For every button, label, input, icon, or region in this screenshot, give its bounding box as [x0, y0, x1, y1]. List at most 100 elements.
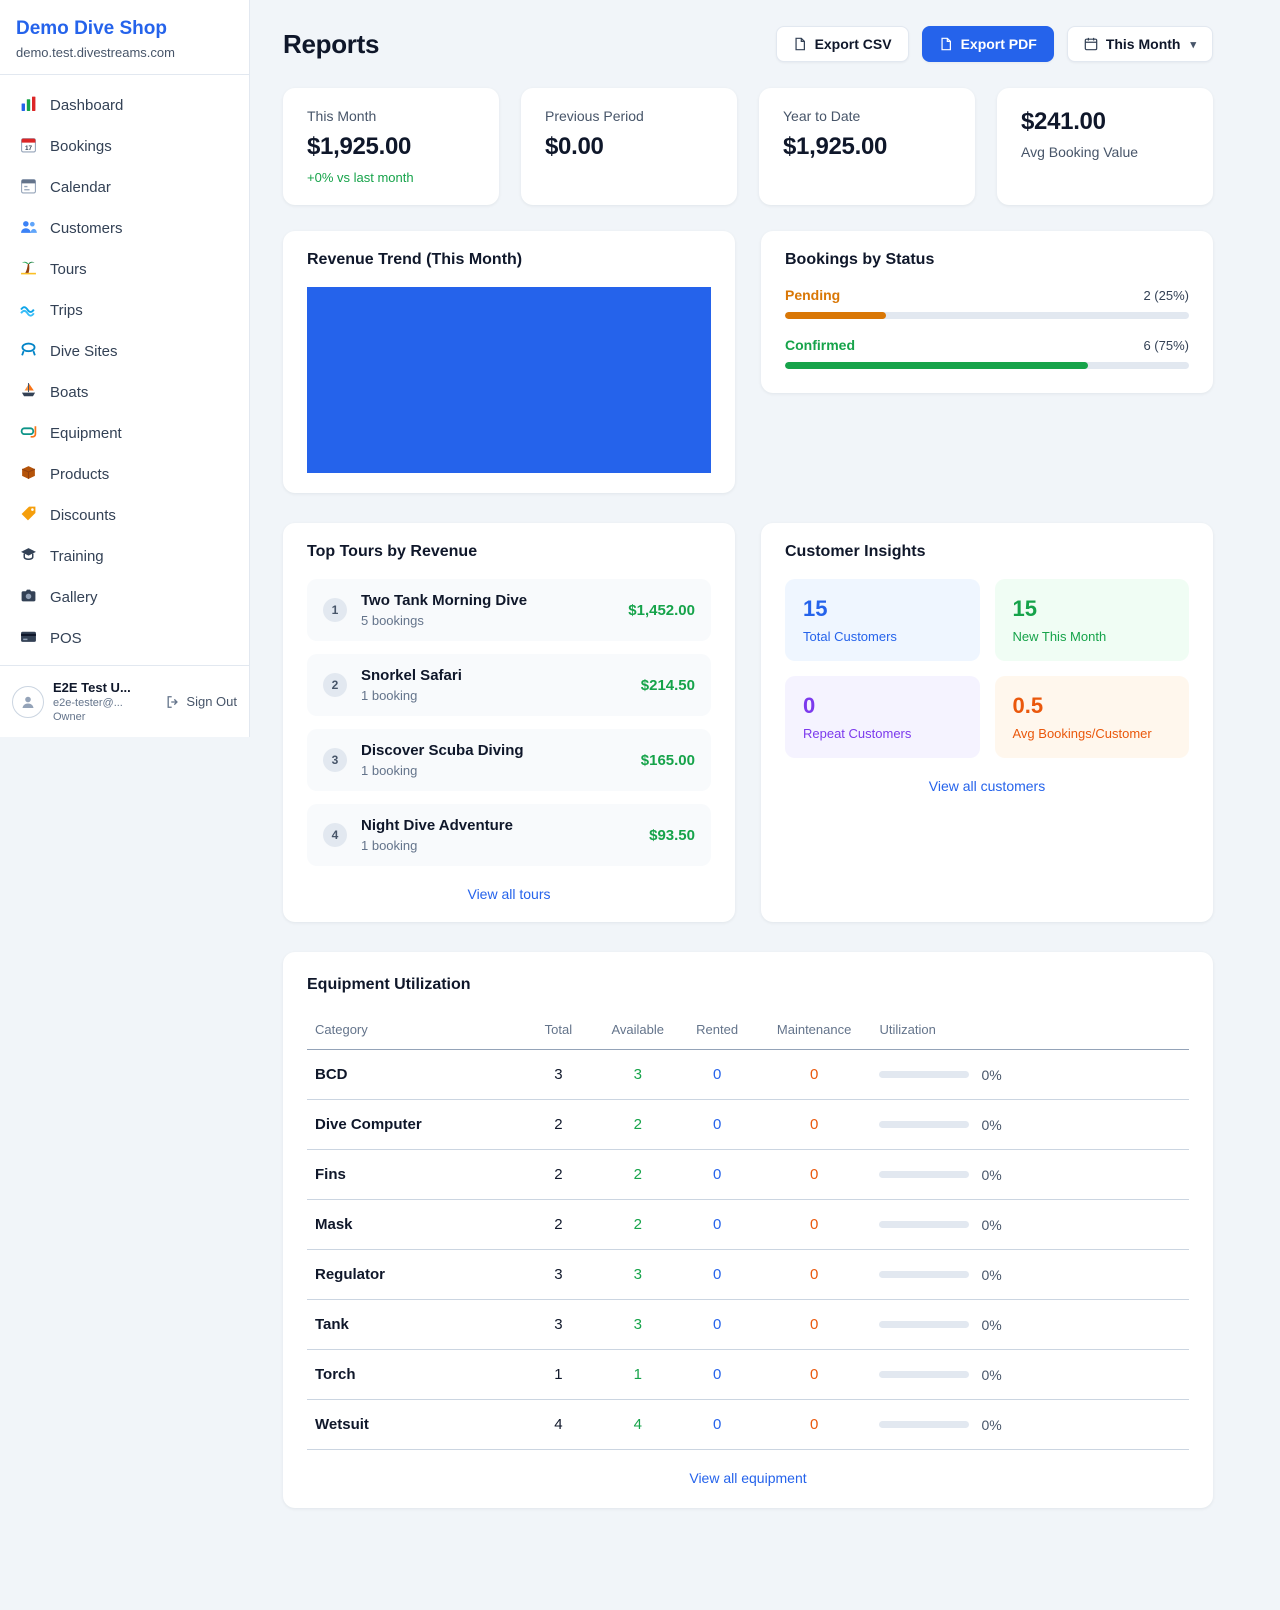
utilization-text: 0% — [981, 1116, 1002, 1133]
col-utilization: Utilization — [871, 1012, 1189, 1050]
page-title: Reports — [283, 28, 380, 59]
page-header: Reports Export CSV Export PDF This Month… — [283, 26, 1213, 62]
cell-maintenance: 0 — [756, 1099, 872, 1150]
sidebar-item-bookings[interactable]: 17 Bookings — [8, 126, 241, 167]
revenue-bar — [307, 287, 711, 473]
stat-label: This Month — [307, 108, 377, 124]
sidebar-item-tours[interactable]: Tours — [8, 249, 241, 290]
customer-insights-title: Customer Insights — [785, 543, 926, 560]
discounts-icon — [20, 505, 37, 526]
period-selector-label: This Month — [1105, 36, 1181, 52]
cell-maintenance: 0 — [756, 1149, 872, 1200]
cell-utilization: 0% — [871, 1199, 1189, 1250]
cell-utilization: 0% — [871, 1149, 1189, 1200]
cell-available: 1 — [598, 1349, 678, 1400]
insight-value: 15 — [1012, 596, 1037, 621]
cell-maintenance: 0 — [756, 1349, 872, 1400]
pos-icon — [20, 628, 37, 649]
view-all-customers-link[interactable]: View all customers — [928, 778, 1046, 794]
view-all-equipment-link[interactable]: View all equipment — [689, 1470, 807, 1486]
utilization-text: 0% — [981, 1066, 1002, 1083]
sidebar-item-products[interactable]: Products — [8, 454, 241, 495]
sidebar-item-trips[interactable]: Trips — [8, 290, 241, 331]
cell-available: 4 — [598, 1399, 678, 1450]
sidebar-item-label: Boats — [50, 384, 89, 401]
tour-bookings: 1 booking — [361, 688, 418, 703]
cell-category: BCD — [307, 1049, 519, 1100]
utilization-track — [879, 1071, 970, 1078]
sidebar-item-label: Trips — [50, 302, 83, 319]
period-selector[interactable]: This Month ▾ — [1066, 26, 1213, 62]
cell-total: 3 — [518, 1249, 599, 1300]
table-row: Torch 1 1 0 0 0% — [307, 1349, 1189, 1400]
revenue-trend-card: Revenue Trend (This Month) — [283, 231, 735, 493]
calendar-icon — [20, 177, 37, 198]
sidebar: Demo Dive Shop demo.test.divestreams.com… — [0, 0, 250, 737]
cell-maintenance: 0 — [756, 1299, 872, 1350]
table-row: Dive Computer 2 2 0 0 0% — [307, 1099, 1189, 1150]
cell-available: 3 — [598, 1049, 678, 1100]
equipment-utilization-title: Equipment Utilization — [307, 976, 471, 993]
sidebar-item-training[interactable]: Training — [8, 536, 241, 577]
rank-badge: 2 — [323, 673, 347, 697]
top-tours-card: Top Tours by Revenue 1 Two Tank Morning … — [283, 523, 735, 922]
sidebar-item-calendar[interactable]: Calendar — [8, 167, 241, 208]
insight-total-customers: 15 Total Customers — [785, 579, 980, 661]
sidebar-item-customers[interactable]: Customers — [8, 208, 241, 249]
sign-out-button[interactable]: Sign Out — [166, 694, 237, 709]
sidebar-item-dashboard[interactable]: Dashboard — [8, 85, 241, 126]
utilization-text: 0% — [981, 1266, 1002, 1283]
sidebar-item-boats[interactable]: Boats — [8, 372, 241, 413]
insight-new-this-month: 15 New This Month — [994, 579, 1189, 661]
bookings-by-status-title: Bookings by Status — [785, 251, 935, 268]
tour-item: 1 Two Tank Morning Dive 5 bookings $1,45… — [307, 579, 711, 641]
export-csv-label: Export CSV — [814, 36, 892, 52]
view-all-tours-link[interactable]: View all tours — [467, 886, 551, 902]
tour-bookings: 5 bookings — [361, 613, 424, 628]
cell-category: Regulator — [307, 1249, 519, 1300]
cell-utilization: 0% — [871, 1399, 1189, 1450]
utilization-track — [879, 1171, 970, 1178]
insight-label: Total Customers — [803, 629, 897, 644]
sidebar-item-discounts[interactable]: Discounts — [8, 495, 241, 536]
cell-maintenance: 0 — [756, 1049, 872, 1100]
user-meta: E2E Test U... e2e-tester@... Owner — [53, 680, 157, 723]
sign-out-icon — [167, 695, 179, 708]
sidebar-item-label: Bookings — [50, 138, 112, 155]
insight-value: 15 — [803, 596, 828, 621]
sidebar-item-equipment[interactable]: Equipment — [8, 413, 241, 454]
tour-name: Two Tank Morning Dive — [361, 592, 528, 609]
insights-grid: 15 Total Customers 15 New This Month 0 R… — [785, 579, 1189, 758]
user-name: E2E Test U... — [53, 680, 131, 695]
cell-category: Wetsuit — [307, 1399, 519, 1450]
sidebar-item-label: Dashboard — [50, 97, 124, 114]
sidebar-item-label: Discounts — [50, 507, 116, 524]
progress-fill — [785, 312, 886, 319]
cell-available: 2 — [598, 1099, 678, 1150]
cell-utilization: 0% — [871, 1049, 1189, 1100]
customers-icon — [20, 218, 37, 239]
insight-label: Repeat Customers — [803, 726, 912, 741]
stat-card-previous-period: Previous Period $0.00 — [521, 88, 737, 205]
sidebar-item-label: Tours — [50, 261, 87, 278]
sidebar-item-gallery[interactable]: Gallery — [8, 577, 241, 618]
stat-card-year-to-date: Year to Date $1,925.00 — [759, 88, 975, 205]
tour-name: Night Dive Adventure — [361, 817, 513, 834]
export-csv-button[interactable]: Export CSV — [775, 26, 909, 62]
equipment-table: Category Total Available Rented Maintena… — [307, 1012, 1189, 1450]
customer-insights-card: Customer Insights 15 Total Customers 15 … — [761, 523, 1213, 922]
rank-badge: 3 — [323, 748, 347, 772]
status-value: 6 (75%) — [1143, 338, 1189, 353]
tour-revenue: $93.50 — [649, 826, 695, 844]
revenue-trend-title: Revenue Trend (This Month) — [307, 251, 523, 268]
tour-item: 4 Night Dive Adventure 1 booking $93.50 — [307, 804, 711, 866]
products-icon — [20, 464, 37, 485]
user-email: e2e-tester@... — [53, 697, 123, 709]
insight-repeat-customers: 0 Repeat Customers — [785, 676, 980, 758]
sidebar-item-pos[interactable]: POS — [8, 618, 241, 659]
cell-rented: 0 — [677, 1299, 757, 1350]
export-pdf-button[interactable]: Export PDF — [921, 26, 1054, 62]
sidebar-item-dive-sites[interactable]: Dive Sites — [8, 331, 241, 372]
insights-row: Top Tours by Revenue 1 Two Tank Morning … — [283, 523, 1213, 922]
